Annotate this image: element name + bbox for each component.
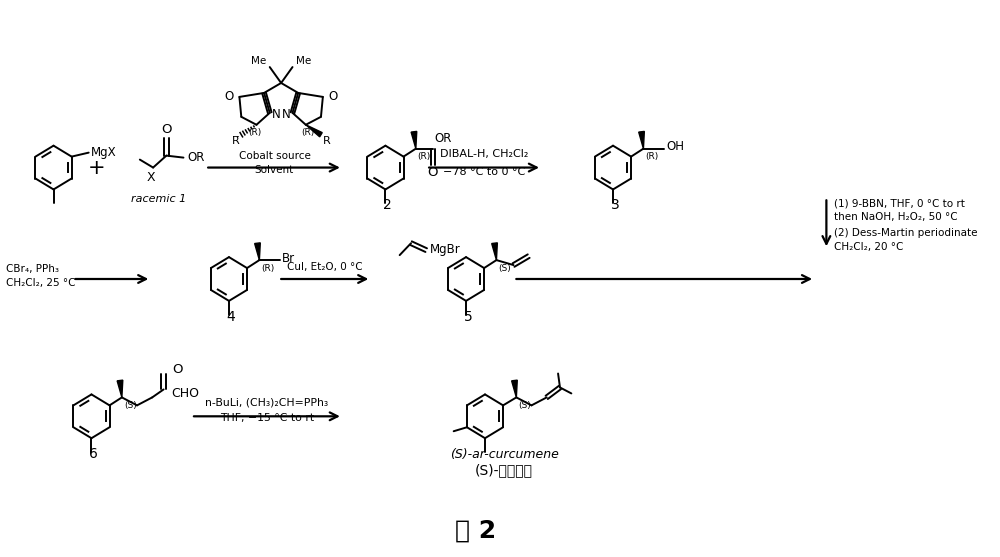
Text: Me: Me <box>296 56 312 66</box>
Text: N: N <box>282 108 291 121</box>
Text: +: + <box>87 158 105 178</box>
Text: OR: OR <box>435 132 452 145</box>
Text: 式 2: 式 2 <box>455 519 496 543</box>
Text: CBr₄, PPh₃: CBr₄, PPh₃ <box>6 264 59 274</box>
Text: Me: Me <box>251 56 266 66</box>
Text: OH: OH <box>666 140 684 153</box>
Text: 6: 6 <box>89 447 98 461</box>
Text: (R): (R) <box>645 152 659 161</box>
Text: O: O <box>161 123 172 136</box>
Text: 3: 3 <box>611 198 619 212</box>
Text: (S)-ar-curcumene: (S)-ar-curcumene <box>450 448 558 461</box>
Text: (S): (S) <box>498 263 511 272</box>
Text: then NaOH, H₂O₂, 50 °C: then NaOH, H₂O₂, 50 °C <box>834 212 958 222</box>
Polygon shape <box>306 125 322 137</box>
Text: Solvent: Solvent <box>255 164 294 174</box>
Text: CuI, Et₂O, 0 °C: CuI, Et₂O, 0 °C <box>287 262 363 272</box>
Text: (S)-芳姜黄烯: (S)-芳姜黄烯 <box>475 463 533 477</box>
Text: 2: 2 <box>383 198 392 212</box>
Text: N: N <box>272 108 280 121</box>
Text: R̅: R̅ <box>232 136 239 146</box>
Text: racemic 1: racemic 1 <box>131 194 186 204</box>
Text: (R): (R) <box>301 128 314 137</box>
Text: (S): (S) <box>124 401 137 410</box>
Text: 4: 4 <box>226 310 235 324</box>
Text: O: O <box>329 90 338 104</box>
Text: (S): (S) <box>518 401 531 410</box>
Text: Cobalt source: Cobalt source <box>239 150 310 160</box>
Text: OR: OR <box>187 151 204 164</box>
Text: 5: 5 <box>464 310 472 324</box>
Text: O: O <box>172 363 183 376</box>
Text: X: X <box>147 171 156 184</box>
Polygon shape <box>492 243 497 260</box>
Text: O: O <box>224 90 234 104</box>
Polygon shape <box>411 131 417 149</box>
Text: O: O <box>428 166 438 179</box>
Text: CHO: CHO <box>171 387 199 400</box>
Text: CH₂Cl₂, 20 °C: CH₂Cl₂, 20 °C <box>834 242 903 252</box>
Text: −78 °C to 0 °C: −78 °C to 0 °C <box>443 167 525 177</box>
Polygon shape <box>512 380 517 397</box>
Polygon shape <box>117 380 123 397</box>
Polygon shape <box>639 131 644 149</box>
Text: (2) Dess-Martin periodinate: (2) Dess-Martin periodinate <box>834 228 977 238</box>
Text: Br: Br <box>282 252 295 265</box>
Text: n-BuLi, (CH₃)₂CH=PPh₃: n-BuLi, (CH₃)₂CH=PPh₃ <box>205 397 328 407</box>
Text: CH₂Cl₂, 25 °C: CH₂Cl₂, 25 °C <box>6 278 76 288</box>
Text: THF, −15 °C to rt: THF, −15 °C to rt <box>220 413 314 423</box>
Text: R: R <box>323 136 331 146</box>
Text: MgX: MgX <box>91 146 116 159</box>
Text: MgBr: MgBr <box>430 243 461 256</box>
Text: (R): (R) <box>248 128 261 137</box>
Text: (1) 9-BBN, THF, 0 °C to rt: (1) 9-BBN, THF, 0 °C to rt <box>834 198 965 208</box>
Text: (R): (R) <box>261 263 275 272</box>
Text: DIBAL-H, CH₂Cl₂: DIBAL-H, CH₂Cl₂ <box>440 149 528 159</box>
Text: (R): (R) <box>418 152 431 161</box>
Polygon shape <box>255 243 260 260</box>
